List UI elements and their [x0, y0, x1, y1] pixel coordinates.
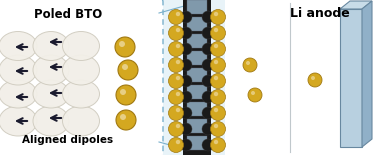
Circle shape	[118, 60, 138, 80]
FancyBboxPatch shape	[187, 102, 207, 116]
Text: Poled BTO: Poled BTO	[34, 8, 102, 21]
Ellipse shape	[0, 31, 37, 60]
Circle shape	[169, 122, 183, 137]
Ellipse shape	[62, 80, 99, 108]
FancyBboxPatch shape	[183, 0, 211, 155]
Circle shape	[202, 139, 214, 151]
Ellipse shape	[0, 80, 37, 108]
Circle shape	[202, 91, 214, 103]
Circle shape	[180, 11, 192, 23]
Text: Aligned dipoles: Aligned dipoles	[22, 135, 113, 145]
Circle shape	[243, 58, 257, 72]
Circle shape	[176, 92, 180, 96]
Circle shape	[180, 139, 192, 151]
Circle shape	[211, 122, 226, 137]
Circle shape	[214, 124, 218, 128]
FancyBboxPatch shape	[187, 17, 207, 31]
Circle shape	[176, 44, 180, 48]
Circle shape	[211, 137, 226, 153]
Circle shape	[202, 59, 214, 71]
Circle shape	[211, 89, 226, 104]
Circle shape	[120, 89, 126, 95]
FancyBboxPatch shape	[187, 68, 207, 82]
Circle shape	[180, 75, 192, 87]
Circle shape	[211, 9, 226, 24]
FancyBboxPatch shape	[187, 34, 207, 48]
FancyBboxPatch shape	[187, 119, 207, 133]
FancyBboxPatch shape	[0, 0, 163, 155]
Circle shape	[180, 43, 192, 55]
Ellipse shape	[0, 55, 37, 85]
FancyBboxPatch shape	[187, 0, 207, 14]
Circle shape	[180, 59, 192, 71]
Circle shape	[211, 106, 226, 120]
Circle shape	[202, 123, 214, 135]
Circle shape	[214, 44, 218, 48]
Circle shape	[169, 106, 183, 120]
Circle shape	[214, 140, 218, 144]
Circle shape	[120, 114, 126, 120]
Circle shape	[176, 124, 180, 128]
Ellipse shape	[62, 31, 99, 60]
Circle shape	[176, 140, 180, 144]
Circle shape	[214, 92, 218, 96]
Circle shape	[116, 110, 136, 130]
Circle shape	[116, 85, 136, 105]
Ellipse shape	[62, 106, 99, 136]
Circle shape	[119, 41, 125, 47]
Circle shape	[169, 73, 183, 89]
Circle shape	[169, 89, 183, 104]
Circle shape	[202, 11, 214, 23]
Ellipse shape	[33, 55, 69, 85]
Circle shape	[169, 26, 183, 40]
Polygon shape	[340, 1, 372, 9]
Circle shape	[122, 64, 128, 70]
Circle shape	[202, 75, 214, 87]
Circle shape	[311, 76, 315, 80]
Text: Li anode: Li anode	[290, 7, 350, 20]
Circle shape	[211, 42, 226, 57]
Circle shape	[214, 108, 218, 112]
Circle shape	[202, 27, 214, 39]
Circle shape	[176, 108, 180, 112]
Circle shape	[308, 73, 322, 87]
Ellipse shape	[33, 80, 69, 108]
Circle shape	[169, 137, 183, 153]
Circle shape	[169, 58, 183, 73]
Ellipse shape	[0, 106, 37, 136]
Ellipse shape	[33, 106, 69, 136]
Circle shape	[176, 12, 180, 16]
Circle shape	[202, 43, 214, 55]
Ellipse shape	[33, 31, 69, 60]
Circle shape	[176, 76, 180, 80]
Circle shape	[115, 37, 135, 57]
Circle shape	[246, 61, 250, 65]
Circle shape	[176, 28, 180, 32]
Circle shape	[251, 91, 255, 95]
FancyBboxPatch shape	[187, 136, 207, 150]
FancyBboxPatch shape	[340, 9, 362, 147]
Ellipse shape	[62, 55, 99, 85]
FancyBboxPatch shape	[187, 51, 207, 65]
Circle shape	[169, 9, 183, 24]
Circle shape	[202, 107, 214, 119]
Circle shape	[176, 60, 180, 64]
Circle shape	[214, 60, 218, 64]
Circle shape	[169, 42, 183, 57]
Circle shape	[248, 88, 262, 102]
Circle shape	[180, 123, 192, 135]
Polygon shape	[362, 1, 372, 147]
Circle shape	[211, 58, 226, 73]
Circle shape	[180, 107, 192, 119]
Circle shape	[214, 12, 218, 16]
Circle shape	[180, 27, 192, 39]
Circle shape	[211, 73, 226, 89]
Circle shape	[180, 91, 192, 103]
Circle shape	[211, 26, 226, 40]
Circle shape	[214, 28, 218, 32]
FancyBboxPatch shape	[225, 0, 378, 155]
Circle shape	[214, 76, 218, 80]
FancyBboxPatch shape	[187, 85, 207, 99]
